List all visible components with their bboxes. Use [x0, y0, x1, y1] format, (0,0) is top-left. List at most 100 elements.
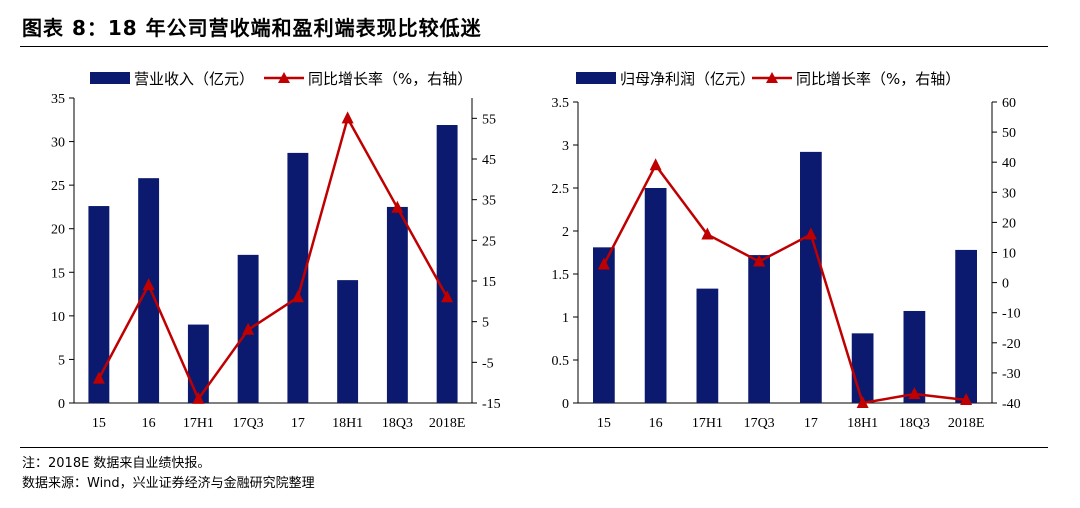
growth-point: [341, 111, 354, 124]
left-tick-label: 1.5: [552, 268, 570, 283]
bar: [337, 280, 359, 403]
left-tick-label: 15: [51, 266, 65, 281]
x-tick-label: 16: [142, 416, 156, 431]
bar: [800, 151, 822, 403]
growth-point: [597, 257, 610, 270]
growth-point: [242, 322, 255, 335]
right-tick-label: 0: [1002, 277, 1009, 292]
right-tick-label: -40: [1002, 397, 1021, 412]
right-tick-label: 10: [1002, 247, 1016, 262]
left-tick-label: 20: [51, 223, 65, 238]
left-tick-label: 10: [51, 310, 65, 325]
left-tick-label: 1: [562, 311, 569, 326]
growth-point: [441, 290, 454, 303]
bar: [644, 188, 667, 403]
x-tick-label: 17: [804, 416, 818, 431]
right-tick-label: -15: [482, 397, 501, 412]
left-tick-label: 2.5: [552, 182, 570, 197]
growth-point: [192, 391, 205, 404]
legend-bar-swatch: [576, 72, 616, 84]
growth-point: [291, 290, 304, 303]
chart-legend: 营业收入（亿元） 同比增长率（%，右轴）: [90, 70, 472, 88]
left-tick-label: 0.5: [552, 354, 570, 369]
x-tick-label: 2018E: [948, 416, 985, 431]
figure-title: 图表 8：18 年公司营收端和盈利端表现比较低迷: [22, 16, 482, 40]
x-tick-label: 15: [597, 416, 611, 431]
right-tick-label: -30: [1002, 367, 1021, 382]
x-tick-label: 18H1: [847, 416, 878, 431]
x-tick-label: 17H1: [183, 416, 214, 431]
profit-chart: 归母净利润（亿元） 同比增长率（%，右轴） 0 0.5 1 1.5 2 2.5 3 3.5 -40 -…: [552, 70, 1021, 431]
x-tick-label: 2018E: [429, 416, 466, 431]
growth-line: [97, 117, 449, 401]
right-tick-label: 50: [1002, 126, 1016, 141]
right-tick-label: 40: [1002, 156, 1016, 171]
right-tick-label: 35: [482, 194, 496, 209]
left-tick-label: 3: [562, 139, 569, 154]
footer-divider: [20, 447, 1048, 448]
right-tick-label: 25: [482, 234, 496, 249]
growth-line: [602, 163, 967, 405]
left-tick-label: 35: [51, 92, 65, 107]
right-tick-label: -10: [1002, 307, 1021, 322]
growth-point: [753, 254, 766, 267]
bar: [903, 310, 926, 403]
growth-point: [804, 227, 817, 240]
x-tick-label: 16: [649, 416, 663, 431]
revenue-chart: 营业收入（亿元） 同比增长率（%，右轴） 0 5 10 15 20 25 30 35 -15 -5 5 1…: [51, 70, 501, 431]
growth-point: [142, 278, 155, 291]
left-tick-label: 3.5: [552, 96, 570, 111]
right-tick-label: 45: [482, 153, 496, 168]
legend-bar-swatch: [90, 72, 130, 84]
bar: [187, 324, 209, 403]
right-tick-label: 60: [1002, 96, 1016, 111]
right-tick-label: -5: [482, 356, 494, 371]
bar: [851, 333, 874, 403]
right-tick-label: 55: [482, 112, 496, 127]
x-tick-label: 17: [291, 416, 305, 431]
bar: [138, 178, 160, 403]
bar: [748, 255, 770, 403]
bar: [386, 206, 408, 403]
growth-point: [908, 386, 921, 399]
growth-point: [92, 371, 105, 384]
bar: [436, 125, 458, 403]
x-tick-label: 17Q3: [233, 416, 264, 431]
x-tick-label: 18H1: [332, 416, 363, 431]
chart-note: 注：2018E 数据来自业绩快报。: [22, 456, 211, 471]
legend-line-marker: [278, 72, 290, 83]
bar: [593, 247, 615, 403]
bar: [955, 249, 977, 403]
right-tick-label: 30: [1002, 186, 1016, 201]
title-divider: [20, 46, 1048, 47]
x-tick-label: 18Q3: [382, 416, 413, 431]
data-source: 数据来源：Wind，兴业证券经济与金融研究院整理: [22, 476, 315, 491]
bar: [287, 152, 309, 403]
legend-line-label: 同比增长率（%，右轴）: [796, 70, 960, 88]
left-tick-label: 0: [58, 397, 65, 412]
legend-bar-label: 归母净利润（亿元）: [620, 70, 755, 88]
x-tick-label: 18Q3: [899, 416, 930, 431]
right-tick-label: 15: [482, 275, 496, 290]
right-tick-label: 5: [482, 316, 489, 331]
growth-point: [960, 392, 973, 405]
left-tick-label: 25: [51, 179, 65, 194]
legend-bar-label: 营业收入（亿元）: [134, 70, 254, 88]
chart-legend: 归母净利润（亿元） 同比增长率（%，右轴）: [576, 70, 960, 88]
legend-line-marker: [766, 72, 778, 83]
growth-point: [391, 200, 404, 213]
left-tick-label: 0: [562, 397, 569, 412]
legend-line-label: 同比增长率（%，右轴）: [308, 70, 472, 88]
left-tick-label: 30: [51, 136, 65, 151]
x-tick-label: 15: [92, 416, 106, 431]
left-tick-label: 2: [562, 225, 569, 240]
right-tick-label: -20: [1002, 337, 1021, 352]
growth-point: [649, 158, 662, 171]
bar: [88, 206, 110, 403]
left-tick-label: 5: [58, 353, 65, 368]
bar: [696, 288, 719, 403]
growth-point: [701, 227, 714, 240]
x-tick-label: 17Q3: [744, 416, 775, 431]
right-tick-label: 20: [1002, 216, 1016, 231]
growth-point: [856, 396, 869, 408]
